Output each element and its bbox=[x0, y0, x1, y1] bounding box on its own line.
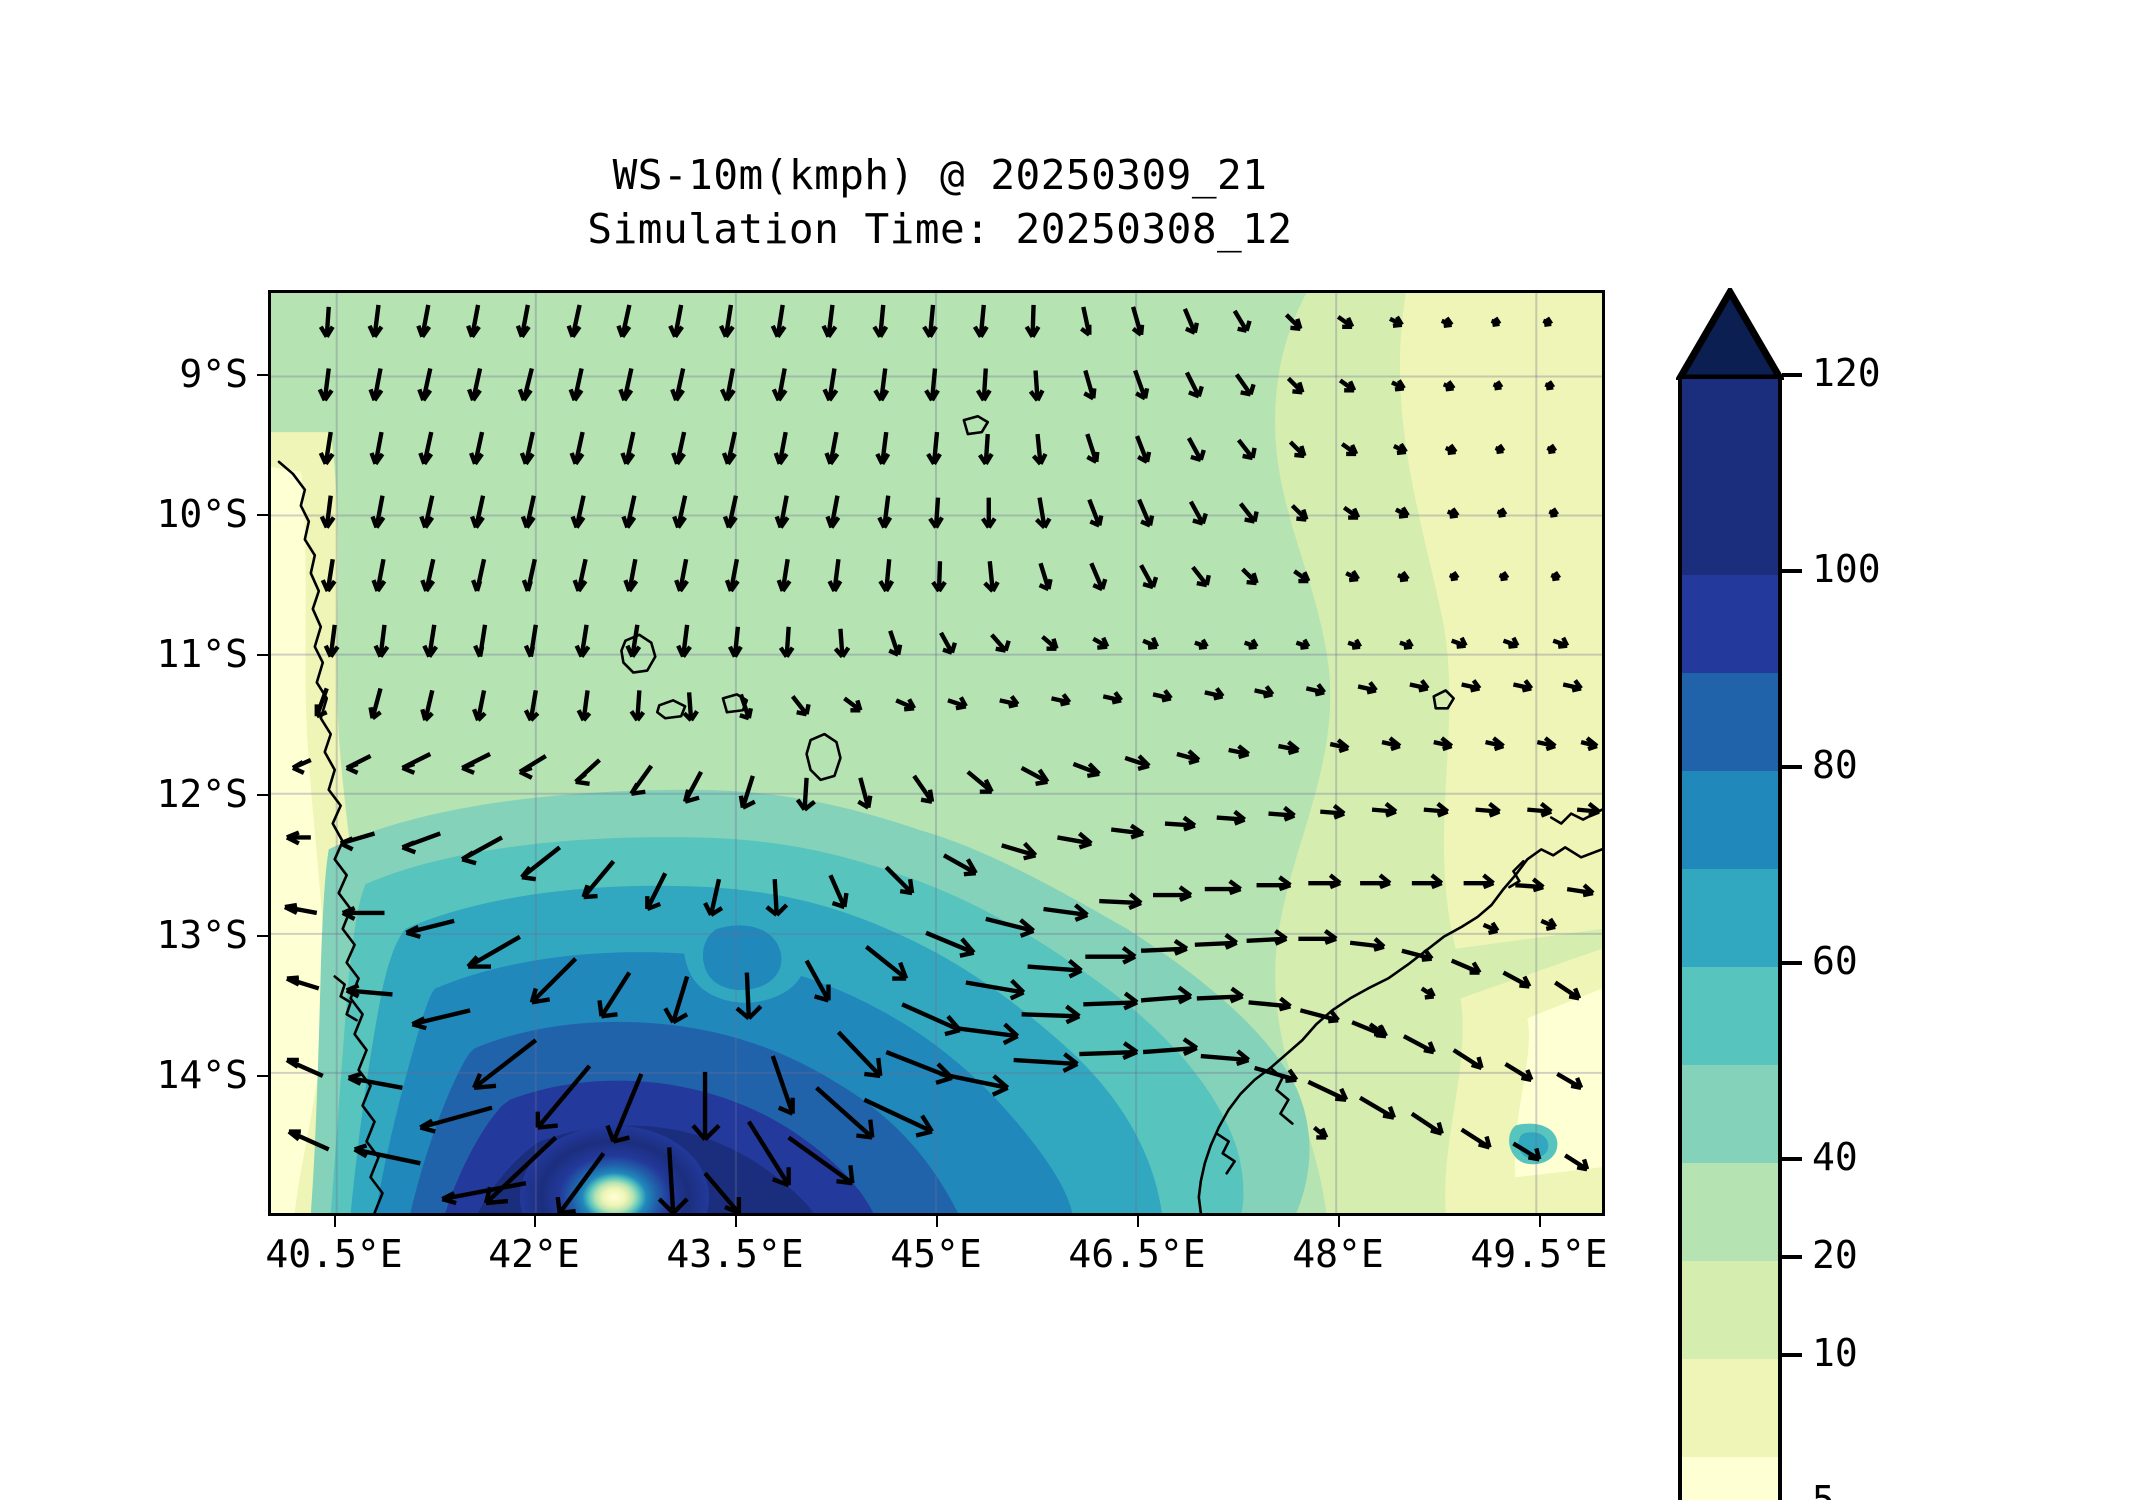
colorbar-band-50-60 bbox=[1682, 967, 1778, 1065]
x-tick-mark bbox=[534, 1216, 536, 1227]
x-tick-label-0: 40.5°E bbox=[265, 1232, 403, 1276]
colorbar-band-30-40 bbox=[1682, 1163, 1778, 1261]
colorbar-gradient bbox=[1678, 375, 1782, 1500]
colorbar-tick-label-60: 60 bbox=[1812, 939, 1858, 983]
x-tick-mark bbox=[1338, 1216, 1340, 1227]
y-tick-label-4: 13°S bbox=[156, 913, 248, 957]
colorbar-tick-mark bbox=[1782, 765, 1802, 769]
colorbar-tick-mark bbox=[1782, 569, 1802, 573]
colorbar-band-90-100 bbox=[1682, 575, 1778, 673]
x-tick-mark bbox=[1539, 1216, 1541, 1227]
colorbar-tick-label-80: 80 bbox=[1812, 743, 1858, 787]
wind-speed-contour-map bbox=[271, 293, 1602, 1213]
chart-title-line-2: Simulation Time: 20250308_12 bbox=[587, 205, 1293, 253]
x-tick-mark bbox=[1137, 1216, 1139, 1227]
y-tick-mark bbox=[257, 794, 268, 796]
x-tick-label-6: 49.5°E bbox=[1470, 1232, 1608, 1276]
colorbar-tick-label-20: 20 bbox=[1812, 1233, 1858, 1277]
colorbar-tick-label-5: 5 bbox=[1812, 1478, 1835, 1500]
colorbar-tick-label-10: 10 bbox=[1812, 1331, 1858, 1375]
colorbar-tick-label-40: 40 bbox=[1812, 1135, 1858, 1179]
y-tick-label-2: 11°S bbox=[156, 632, 248, 676]
map-axes bbox=[268, 290, 1605, 1216]
y-tick-label-0: 9°S bbox=[179, 352, 248, 396]
x-tick-mark bbox=[334, 1216, 336, 1227]
y-tick-mark bbox=[257, 514, 268, 516]
colorbar-tick-mark bbox=[1782, 373, 1802, 377]
x-tick-mark bbox=[936, 1216, 938, 1227]
y-tick-label-1: 10°S bbox=[156, 492, 248, 536]
colorbar-band-70-80 bbox=[1682, 771, 1778, 869]
x-tick-label-2: 43.5°E bbox=[666, 1232, 804, 1276]
colorbar-tick-label-100: 100 bbox=[1812, 547, 1881, 591]
x-tick-label-4: 46.5°E bbox=[1068, 1232, 1206, 1276]
y-tick-mark bbox=[257, 935, 268, 937]
colorbar-band-5-10 bbox=[1682, 1457, 1778, 1500]
chart-title: WS-10m(kmph) @ 20250309_21 Simulation Ti… bbox=[270, 148, 1610, 256]
y-tick-mark bbox=[257, 374, 268, 376]
colorbar-band-40-50 bbox=[1682, 1065, 1778, 1163]
x-tick-label-3: 45°E bbox=[890, 1232, 982, 1276]
wind-vector-arrows bbox=[283, 304, 1601, 1213]
y-tick-label-3: 12°S bbox=[156, 772, 248, 816]
chart-title-line-1: WS-10m(kmph) @ 20250309_21 bbox=[612, 151, 1268, 199]
colorbar-tick-mark bbox=[1782, 1157, 1802, 1161]
x-tick-label-5: 48°E bbox=[1292, 1232, 1384, 1276]
colorbar-band-80-90 bbox=[1682, 673, 1778, 771]
colorbar-band-100-120 bbox=[1682, 379, 1778, 575]
x-tick-mark bbox=[735, 1216, 737, 1227]
colorbar: 120 100 80 60 40 20 10 5 bbox=[1676, 160, 1881, 1500]
y-tick-mark bbox=[257, 1075, 268, 1077]
colorbar-tick-mark bbox=[1782, 1353, 1802, 1357]
y-tick-mark bbox=[257, 654, 268, 656]
colorbar-tick-mark bbox=[1782, 961, 1802, 965]
colorbar-tick-mark bbox=[1782, 1255, 1802, 1259]
y-tick-label-5: 14°S bbox=[156, 1053, 248, 1097]
colorbar-tick-label-120: 120 bbox=[1812, 351, 1881, 395]
colorbar-band-10-20 bbox=[1682, 1359, 1778, 1457]
colorbar-band-20-30 bbox=[1682, 1261, 1778, 1359]
colorbar-extend-arrow-icon bbox=[1676, 288, 1784, 380]
x-tick-label-1: 42°E bbox=[488, 1232, 580, 1276]
colorbar-band-60-70 bbox=[1682, 869, 1778, 967]
